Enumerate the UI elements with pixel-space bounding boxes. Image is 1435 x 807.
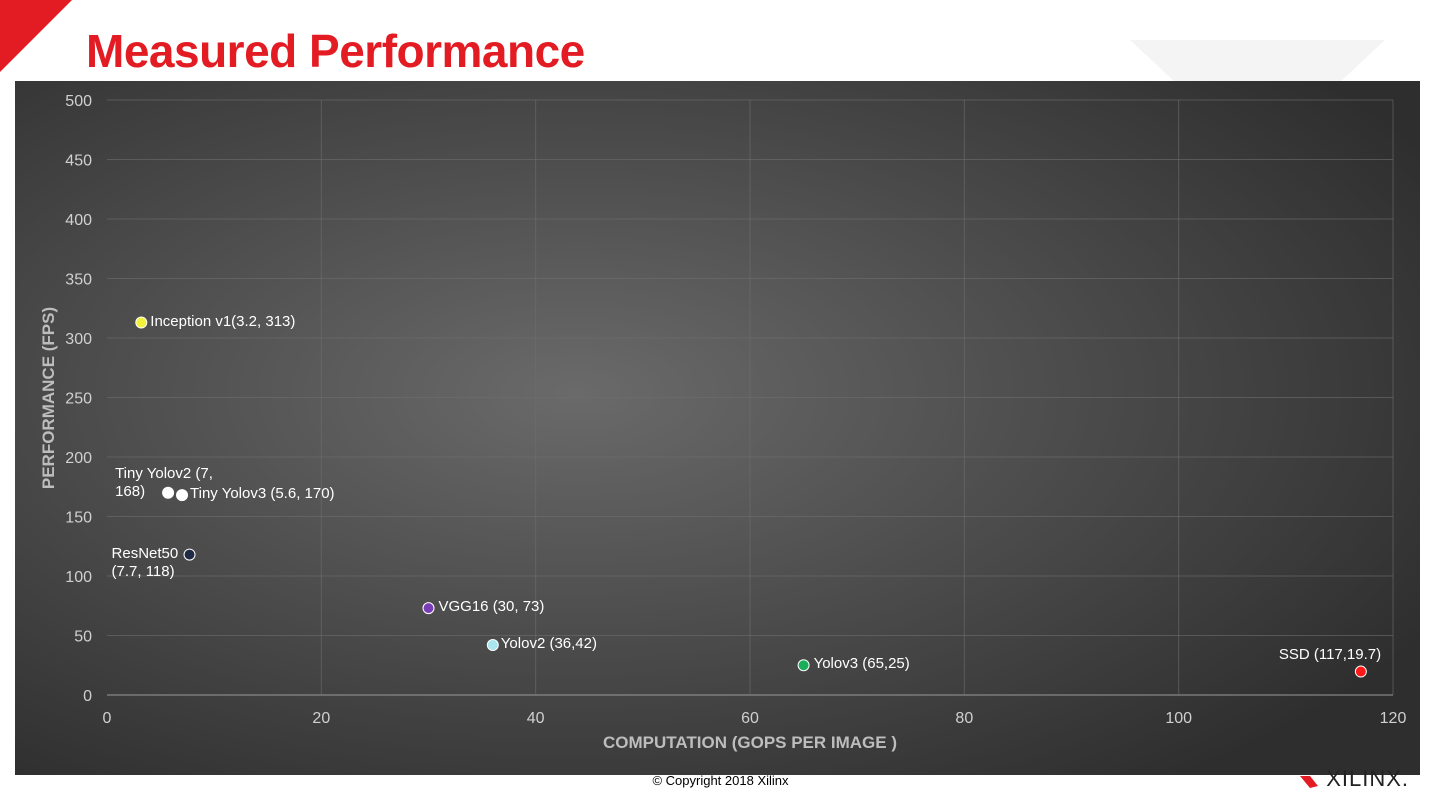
point-label: Tiny Yolov3 (5.6, 170) <box>190 485 335 503</box>
x-tick-label: 80 <box>955 710 973 727</box>
y-axis-label: PERFORMANCE (FPS) <box>39 307 58 489</box>
grid: 0 50 100 150 200 250 300 350 400 450 500 0 20 40 60 80 1… <box>65 93 1406 727</box>
data-point <box>176 489 189 502</box>
y-tick-label: 350 <box>65 272 92 289</box>
decor <box>1130 40 1385 82</box>
y-tick-label: 400 <box>65 212 92 229</box>
y-tick-label: 450 <box>65 153 92 170</box>
corner-accent <box>0 0 72 72</box>
data-point <box>1354 665 1367 678</box>
logo-mark <box>1300 776 1318 788</box>
y-tick-label: 500 <box>65 93 92 110</box>
y-tick-label: 150 <box>65 510 92 527</box>
y-tick-label: 200 <box>65 450 92 467</box>
logo: XILINX. <box>1326 766 1409 791</box>
footer: © Copyright 2018 Xilinx <box>652 773 789 788</box>
data-point <box>486 639 499 652</box>
data-point <box>183 548 196 561</box>
x-tick-label: 60 <box>741 710 759 727</box>
x-tick-label: 100 <box>1165 710 1192 727</box>
y-tick-label: 50 <box>74 629 92 646</box>
x-tick-label: 120 <box>1380 710 1407 727</box>
plot-background <box>15 81 1420 775</box>
data-point <box>135 316 148 329</box>
point-label: Yolov3 (65,25) <box>813 655 910 673</box>
data-point <box>162 486 175 499</box>
y-tick-label: 100 <box>65 569 92 586</box>
y-tick-label: 0 <box>83 688 92 705</box>
x-axis-label: COMPUTATION (GOPS PER IMAGE ) <box>603 733 897 752</box>
point-label: Tiny Yolov2 (7, 168) <box>115 464 213 500</box>
point-label: Yolov2 (36,42) <box>500 635 597 653</box>
point-label: SSD (117,19.7) <box>1278 645 1382 663</box>
points <box>135 316 1367 678</box>
point-label: Inception v1(3.2, 313) <box>150 312 296 330</box>
x-tick-label: 40 <box>527 710 545 727</box>
x-tick-label: 20 <box>312 710 330 727</box>
data-point <box>797 659 810 672</box>
x-tick-label: 0 <box>103 710 112 727</box>
y-tick-label: 250 <box>65 391 92 408</box>
point-label: VGG16 (30, 73) <box>438 598 545 616</box>
slide-title: Measured Performance <box>86 25 585 77</box>
point-label: ResNet50 (7.7, 118) <box>111 544 179 580</box>
data-point <box>422 602 435 615</box>
y-tick-label: 300 <box>65 331 92 348</box>
